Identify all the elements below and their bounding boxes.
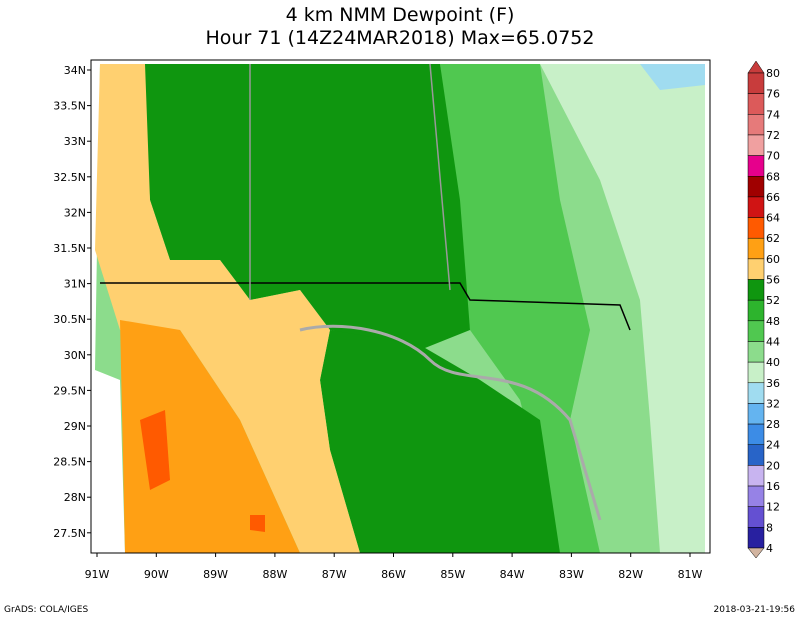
colorbar-label: 8	[766, 521, 773, 534]
colorbar-box	[747, 299, 765, 322]
colorbar-label: 76	[766, 88, 780, 101]
colorbar-box	[747, 155, 765, 177]
state-border-grey	[249, 63, 451, 300]
colorbar-label: 62	[766, 232, 780, 245]
field-dark-green	[140, 64, 470, 350]
lat-label: 33.5N	[53, 100, 86, 113]
footer-right: 2018-03-21-19:56	[714, 605, 796, 615]
colorbar-box	[747, 72, 765, 94]
colorbar-box	[747, 341, 765, 363]
colorbar-label: 36	[766, 377, 780, 390]
colorbar-label: 74	[766, 108, 780, 121]
colorbar-label: 20	[766, 459, 780, 472]
colorbar-label: 56	[766, 274, 780, 287]
field-yellow	[95, 64, 360, 553]
colorbar-label: 28	[766, 418, 780, 431]
lon-label: 85W	[440, 568, 465, 581]
colorbar-bottom-arrow	[747, 547, 765, 559]
colorbar-box	[747, 465, 765, 487]
lat-label: 34N	[64, 64, 86, 77]
colorbar-box	[747, 423, 765, 445]
lon-label: 83W	[559, 568, 584, 581]
lat-label: 28N	[64, 491, 86, 504]
colorbar-label: 68	[766, 170, 780, 183]
field-orange	[120, 320, 300, 553]
lat-label: 31.5N	[53, 242, 86, 255]
field-pale-green	[540, 64, 705, 553]
colorbar-box	[747, 506, 765, 528]
lat-label: 32.5N	[53, 171, 86, 184]
colorbar-box	[747, 527, 765, 549]
lat-label: 31N	[64, 278, 86, 291]
colorbar-box	[747, 93, 765, 115]
state-border	[100, 282, 631, 331]
lon-label: 88W	[262, 568, 287, 581]
colorbar-box	[747, 485, 765, 507]
colorbar-label: 48	[766, 315, 780, 328]
colorbar-box	[747, 134, 765, 156]
colorbar-label: 44	[766, 335, 780, 348]
colorbar-box	[747, 237, 765, 260]
map-field	[90, 59, 711, 554]
lon-label: 81W	[678, 568, 703, 581]
footer-left: GrADS: COLA/IGES	[4, 605, 88, 615]
lat-label: 29N	[64, 420, 86, 433]
lat-label: 27.5N	[53, 527, 86, 540]
colorbar: 8076747270686664626056524844403632282420…	[747, 60, 780, 559]
colorbar-box	[747, 196, 765, 218]
colorbar-box	[747, 382, 765, 404]
longitude-labels: 91W 90W 89W 88W 87W 86W 85W 84W 83W 82W 81W	[85, 553, 703, 581]
colorbar-label: 40	[766, 356, 780, 369]
colorbar-label: 52	[766, 294, 780, 307]
colorbar-label: 32	[766, 397, 780, 410]
map-frame	[90, 59, 711, 554]
lat-label: 29.5N	[53, 384, 86, 397]
colorbar-label: 64	[766, 212, 780, 225]
lat-label: 30N	[64, 349, 86, 362]
field-green	[440, 64, 600, 553]
colorbar-box	[747, 114, 765, 136]
lat-label: 32N	[64, 206, 86, 219]
colorbar-box	[747, 403, 765, 425]
lat-label: 30.5N	[53, 313, 86, 326]
field-dark-green-gulf	[320, 330, 560, 553]
colorbar-label: 70	[766, 150, 780, 163]
field-red-orange-2	[250, 515, 265, 532]
colorbar-box	[747, 217, 765, 239]
colorbar-label: 80	[766, 67, 780, 80]
colorbar-box	[747, 361, 765, 384]
lon-label: 90W	[144, 568, 169, 581]
colorbar-box	[747, 444, 765, 466]
colorbar-label: 72	[766, 129, 780, 142]
colorbar-label: 16	[766, 480, 780, 493]
colorbar-box	[747, 258, 765, 280]
colorbar-label: 12	[766, 501, 780, 514]
colorbar-label: 4	[766, 542, 773, 555]
lon-label: 89W	[203, 568, 228, 581]
latitude-labels: 34N 33.5N 33N 32.5N 32N 31.5N 31N 30.5N 30N 29.5N…	[53, 64, 91, 540]
subtitle: Hour 71 (14Z24MAR2018) Max=65.0752	[206, 27, 595, 49]
colorbar-top-arrow	[747, 60, 765, 74]
lon-label: 91W	[85, 568, 110, 581]
title: 4 km NMM Dewpoint (F)	[286, 4, 515, 26]
lat-label: 33N	[64, 135, 86, 148]
lon-label: 86W	[381, 568, 406, 581]
lon-label: 84W	[500, 568, 525, 581]
lon-label: 87W	[322, 568, 347, 581]
field-red-orange	[140, 410, 170, 490]
colorbar-label: 60	[766, 253, 780, 266]
lon-label: 82W	[618, 568, 643, 581]
field-blue	[640, 64, 705, 90]
colorbar-label: 66	[766, 191, 780, 204]
coastline	[299, 324, 602, 521]
colorbar-label: 24	[766, 439, 780, 452]
colorbar-box	[747, 279, 765, 301]
colorbar-box	[747, 320, 765, 342]
colorbar-box	[747, 176, 765, 198]
lat-label: 28.5N	[53, 456, 86, 469]
